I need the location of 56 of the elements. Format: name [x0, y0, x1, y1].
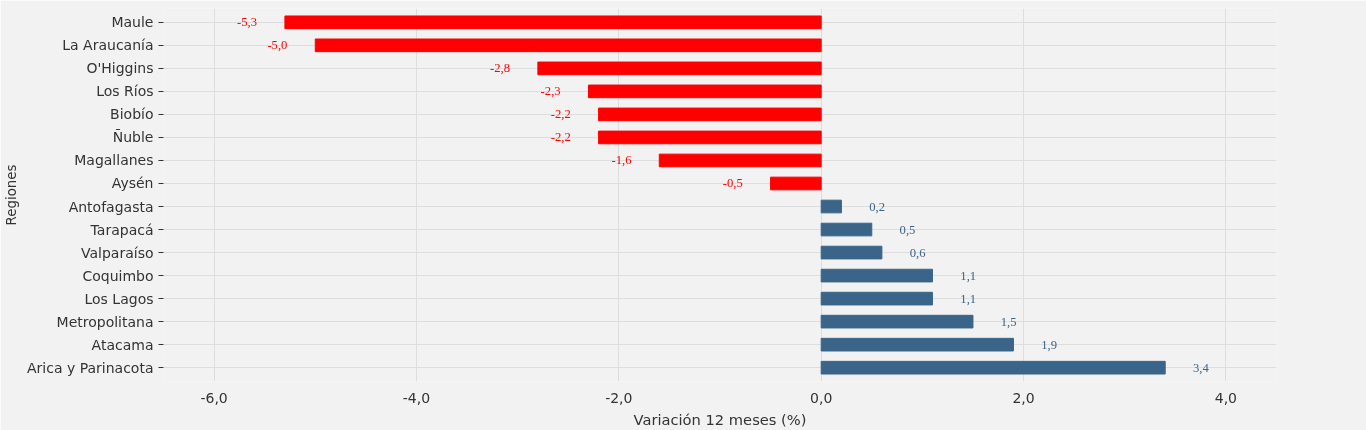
bar	[820, 360, 1166, 375]
y-tick-label: Metropolitana	[56, 313, 154, 330]
y-tick-label: Biobío	[110, 106, 154, 123]
data-label: -2,2	[550, 107, 571, 122]
x-tick-label: -6,0	[200, 389, 228, 406]
y-tick-label: Maule	[111, 14, 154, 31]
bar	[820, 268, 933, 283]
bar	[820, 199, 842, 214]
y-tick-label: La Araucanía	[62, 37, 154, 54]
bar	[314, 38, 822, 53]
y-tick-label: Tarapacá	[89, 221, 154, 238]
data-label: 1,1	[960, 291, 977, 306]
data-label: 1,1	[960, 268, 977, 283]
data-label: 0,5	[899, 222, 916, 237]
y-tick-label: Arica y Parinacota	[26, 359, 154, 376]
data-label: 3,4	[1193, 360, 1210, 375]
y-tick-label: Antofagasta	[68, 198, 154, 215]
y-tick-label: Coquimbo	[82, 267, 154, 284]
data-label: -2,2	[550, 130, 571, 145]
x-tick-label: -4,0	[402, 389, 431, 406]
data-label: 1,9	[1041, 337, 1058, 352]
data-label: -0,5	[722, 176, 743, 191]
bar	[587, 84, 822, 99]
data-label: -2,8	[490, 61, 511, 76]
y-tick-label: Magallanes	[74, 152, 154, 169]
x-tick-label: -2,0	[605, 389, 633, 406]
y-tick-label: Aysén	[111, 175, 154, 192]
y-tick-label: Valparaíso	[80, 244, 154, 261]
bar	[820, 314, 974, 329]
y-tick-label: O'Higgins	[86, 60, 154, 77]
data-label: -5,3	[237, 15, 258, 30]
bar	[770, 176, 822, 191]
bar	[598, 107, 822, 122]
x-tick-label: 0,0	[810, 389, 833, 406]
data-label: 1,5	[1000, 314, 1017, 329]
data-label: 0,6	[909, 245, 926, 260]
data-label: -5,0	[267, 38, 288, 53]
bar	[820, 291, 933, 306]
data-label: 0,2	[869, 199, 886, 214]
y-tick-label: Los Lagos	[84, 290, 154, 307]
x-tick-label: 4,0	[1214, 389, 1238, 406]
y-tick-label: Los Ríos	[96, 83, 154, 100]
bar	[658, 153, 822, 168]
y-tick-label: Ñuble	[112, 129, 154, 146]
bar	[820, 337, 1014, 352]
bar	[598, 130, 822, 145]
x-tick-label: 2,0	[1012, 389, 1035, 406]
y-axis-title: Regiones	[3, 164, 19, 226]
data-label: -1,6	[611, 153, 632, 168]
bar	[820, 245, 883, 260]
bar	[820, 222, 873, 237]
data-label: -2,3	[540, 84, 561, 99]
bar	[284, 15, 822, 30]
x-axis-title: Variación 12 meses (%)	[633, 410, 807, 428]
y-tick-label: Atacama	[91, 336, 154, 353]
bar	[537, 61, 822, 76]
